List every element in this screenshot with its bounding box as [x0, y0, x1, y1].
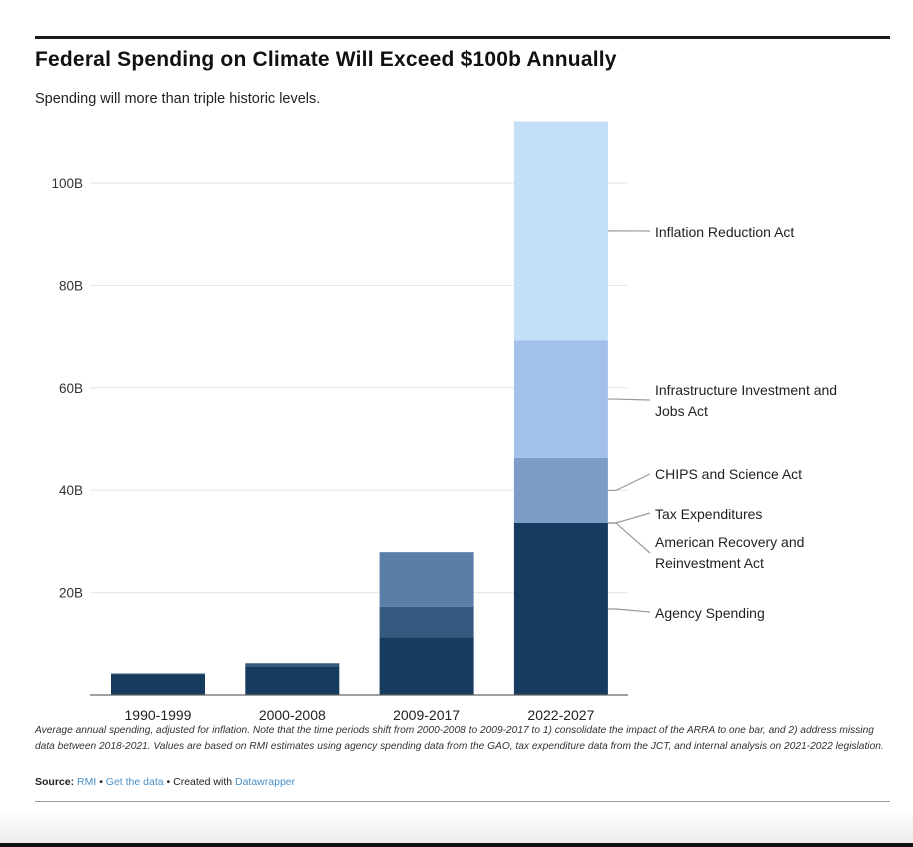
bar-segment — [379, 606, 474, 638]
footnote: Average annual spending, adjusted for in… — [35, 725, 884, 752]
created-with-text: Created with — [173, 776, 233, 788]
label-leader-line — [607, 398, 651, 401]
y-tick-label: 60B — [59, 381, 83, 396]
separator: • — [99, 776, 103, 788]
source-line: Source: RMI • Get the data • Created wit… — [35, 776, 295, 788]
bar-segment — [111, 673, 205, 675]
y-tick-label: 100B — [51, 176, 83, 191]
bar-segment — [513, 457, 608, 523]
bottom-rule — [35, 801, 890, 802]
bar-segment — [513, 522, 608, 695]
series-label: American Recovery and — [655, 534, 804, 550]
x-tick-label: 2000-2008 — [259, 707, 326, 720]
x-axis: 1990-1999 2000-2008 2009-2017 2022-2027 — [90, 694, 628, 720]
label-leader-line — [607, 473, 651, 492]
label-leader-line — [607, 522, 651, 554]
separator: • — [166, 776, 171, 788]
bottom-fade — [0, 810, 913, 843]
bottom-bar — [0, 843, 913, 847]
bar-segment — [379, 552, 474, 607]
series-label: Agency Spending — [655, 605, 765, 621]
y-tick-label: 20B — [59, 586, 83, 601]
stacked-bar-chart: 20B 40B 60B 80B 100B 1990-1999 2000-2008 2009-… — [51, 121, 837, 720]
series-label: Jobs Act — [655, 403, 708, 419]
label-leader-line — [607, 512, 651, 524]
bars — [111, 121, 608, 695]
label-leader-line — [607, 608, 651, 613]
y-tick-label: 80B — [59, 278, 83, 293]
bar-segment — [379, 637, 474, 695]
bar-segment — [111, 674, 205, 695]
series-label: Reinvestment Act — [655, 555, 764, 571]
x-tick-label: 2009-2017 — [393, 707, 460, 720]
bar-segment — [513, 121, 608, 341]
series-label: Infrastructure Investment and — [655, 382, 837, 398]
series-label: Inflation Reduction Act — [655, 224, 794, 240]
source-link-rmi[interactable]: RMI — [77, 776, 97, 788]
series-label: Tax Expenditures — [655, 506, 762, 522]
bar-segment — [513, 340, 608, 458]
bar-segment — [245, 666, 340, 695]
source-label: Source: — [35, 776, 75, 788]
series-label: CHIPS and Science Act — [655, 466, 802, 482]
x-tick-label: 1990-1999 — [125, 707, 192, 720]
y-axis-ticks: 20B 40B 60B 80B 100B — [51, 176, 83, 601]
series-labels: Inflation Reduction Act Infrastructure In… — [607, 224, 837, 621]
y-tick-label: 40B — [59, 483, 83, 498]
x-tick-label: 2022-2027 — [527, 707, 594, 720]
chart-title: Federal Spending on Climate Will Exceed … — [35, 48, 617, 71]
get-the-data-link[interactable]: Get the data — [105, 776, 164, 788]
datawrapper-link[interactable]: Datawrapper — [235, 776, 296, 788]
top-rule — [35, 36, 890, 39]
chart-subtitle: Spending will more than triple historic … — [35, 91, 321, 107]
bar-segment — [245, 663, 340, 667]
